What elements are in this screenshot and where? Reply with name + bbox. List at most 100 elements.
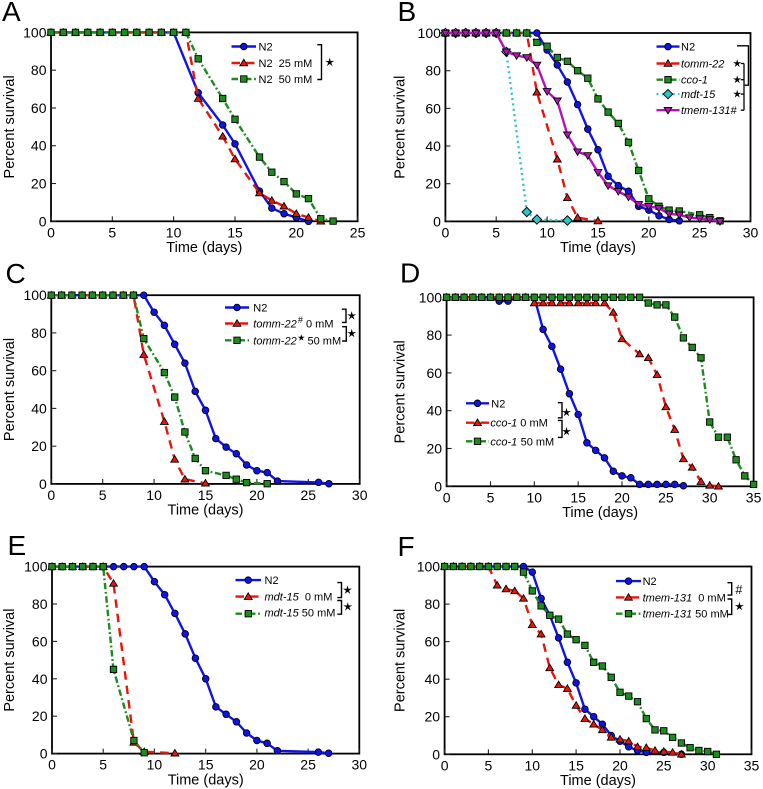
svg-text:tmem-131 0 mM: tmem-131 0 mM: [643, 592, 726, 604]
svg-text:20: 20: [289, 224, 305, 240]
svg-text:cco-1: cco-1: [490, 436, 517, 448]
svg-text:Percent survival: Percent survival: [2, 609, 18, 712]
svg-text:mdt-15 0 mM: mdt-15 0 mM: [265, 592, 333, 604]
svg-text:A: A: [2, 0, 21, 27]
svg-text:20: 20: [614, 489, 630, 505]
svg-text:0: 0: [434, 478, 442, 494]
svg-text:N2 25 mM: N2 25 mM: [259, 58, 313, 70]
svg-text:100: 100: [418, 25, 442, 41]
svg-text:30: 30: [743, 224, 759, 240]
svg-text:60: 60: [31, 100, 47, 116]
svg-text:25: 25: [301, 487, 317, 503]
svg-text:40: 40: [32, 671, 48, 687]
svg-text:N2: N2: [259, 42, 273, 54]
svg-text:#: #: [298, 315, 304, 325]
svg-text:20: 20: [249, 487, 265, 503]
svg-text:Time (days): Time (days): [166, 240, 242, 256]
svg-text:tomm-22: tomm-22: [253, 335, 296, 347]
svg-text:Time (days): Time (days): [560, 240, 636, 256]
svg-text:F: F: [398, 531, 415, 562]
svg-text:N2: N2: [265, 575, 279, 587]
svg-text:Percent survival: Percent survival: [2, 338, 18, 441]
svg-text:20: 20: [425, 176, 441, 192]
svg-text:D: D: [400, 258, 420, 289]
svg-text:tomm-22: tomm-22: [253, 319, 296, 331]
svg-text:25: 25: [350, 224, 366, 240]
svg-text:15: 15: [568, 757, 584, 773]
svg-text:15: 15: [198, 757, 214, 773]
svg-text:#: #: [735, 583, 743, 597]
svg-text:100: 100: [417, 559, 441, 575]
svg-text:40: 40: [31, 138, 47, 154]
svg-text:5: 5: [99, 487, 107, 503]
svg-text:20: 20: [612, 757, 628, 773]
svg-text:15: 15: [590, 224, 606, 240]
svg-text:5: 5: [108, 224, 116, 240]
svg-text:0: 0: [442, 224, 450, 240]
svg-text:N2: N2: [253, 303, 267, 315]
svg-text:100: 100: [24, 559, 48, 575]
svg-text:60: 60: [425, 100, 441, 116]
svg-text:40: 40: [425, 138, 441, 154]
svg-text:N2: N2: [681, 42, 695, 54]
svg-text:0 mM: 0 mM: [306, 319, 334, 331]
svg-text:10: 10: [147, 757, 163, 773]
svg-text:tmem-131 50 mM: tmem-131 50 mM: [643, 609, 729, 621]
svg-text:0: 0: [39, 213, 47, 229]
svg-text:N2 50 mM: N2 50 mM: [259, 74, 313, 86]
svg-text:20: 20: [31, 176, 47, 192]
svg-text:Percent survival: Percent survival: [2, 75, 18, 178]
svg-text:0: 0: [443, 489, 451, 505]
svg-text:15: 15: [227, 224, 243, 240]
svg-text:10: 10: [166, 224, 182, 240]
svg-text:cco-1: cco-1: [490, 418, 517, 430]
svg-text:100: 100: [23, 287, 47, 303]
svg-text:0 mM: 0 mM: [520, 418, 548, 430]
svg-text:80: 80: [425, 596, 441, 612]
svg-text:5: 5: [485, 757, 493, 773]
svg-text:Percent survival: Percent survival: [393, 609, 409, 712]
svg-text:cco-1: cco-1: [681, 75, 708, 87]
svg-text:Time (days): Time (days): [560, 773, 636, 789]
svg-text:35: 35: [744, 757, 760, 773]
svg-text:35: 35: [746, 489, 762, 505]
svg-text:60: 60: [31, 363, 47, 379]
svg-text:40: 40: [31, 400, 47, 416]
svg-text:0: 0: [47, 224, 55, 240]
svg-text:25: 25: [692, 224, 708, 240]
svg-text:Time (days): Time (days): [168, 503, 244, 519]
svg-text:60: 60: [427, 365, 443, 381]
svg-text:80: 80: [32, 596, 48, 612]
svg-text:60: 60: [32, 633, 48, 649]
svg-text:20: 20: [427, 441, 443, 457]
svg-text:50 mM: 50 mM: [308, 335, 342, 347]
svg-text:0: 0: [40, 746, 48, 762]
svg-text:15: 15: [570, 489, 586, 505]
svg-text:5: 5: [492, 224, 500, 240]
svg-text:tomm-22: tomm-22: [681, 59, 724, 71]
svg-text:5: 5: [487, 489, 495, 505]
svg-text:20: 20: [32, 708, 48, 724]
svg-text:100: 100: [419, 289, 443, 305]
svg-text:80: 80: [31, 325, 47, 341]
svg-text:60: 60: [425, 634, 441, 650]
svg-text:0: 0: [39, 476, 47, 492]
svg-text:80: 80: [425, 63, 441, 79]
svg-text:10: 10: [527, 489, 543, 505]
svg-text:N2: N2: [491, 398, 505, 410]
svg-text:30: 30: [702, 489, 718, 505]
svg-text:0: 0: [47, 487, 55, 503]
svg-text:10: 10: [146, 487, 162, 503]
svg-text:10: 10: [539, 224, 555, 240]
svg-text:80: 80: [31, 62, 47, 78]
svg-text:0: 0: [433, 213, 441, 229]
svg-text:mdt-15: mdt-15: [681, 89, 716, 101]
svg-text:100: 100: [23, 24, 47, 40]
svg-text:Time (days): Time (days): [168, 772, 244, 788]
svg-text:0: 0: [432, 746, 440, 762]
svg-text:25: 25: [658, 489, 674, 505]
svg-text:0: 0: [441, 757, 449, 773]
svg-text:Time (days): Time (days): [562, 505, 638, 521]
svg-text:tmem-131#: tmem-131#: [681, 105, 738, 117]
svg-text:mdt-15 50 mM: mdt-15 50 mM: [265, 608, 336, 620]
